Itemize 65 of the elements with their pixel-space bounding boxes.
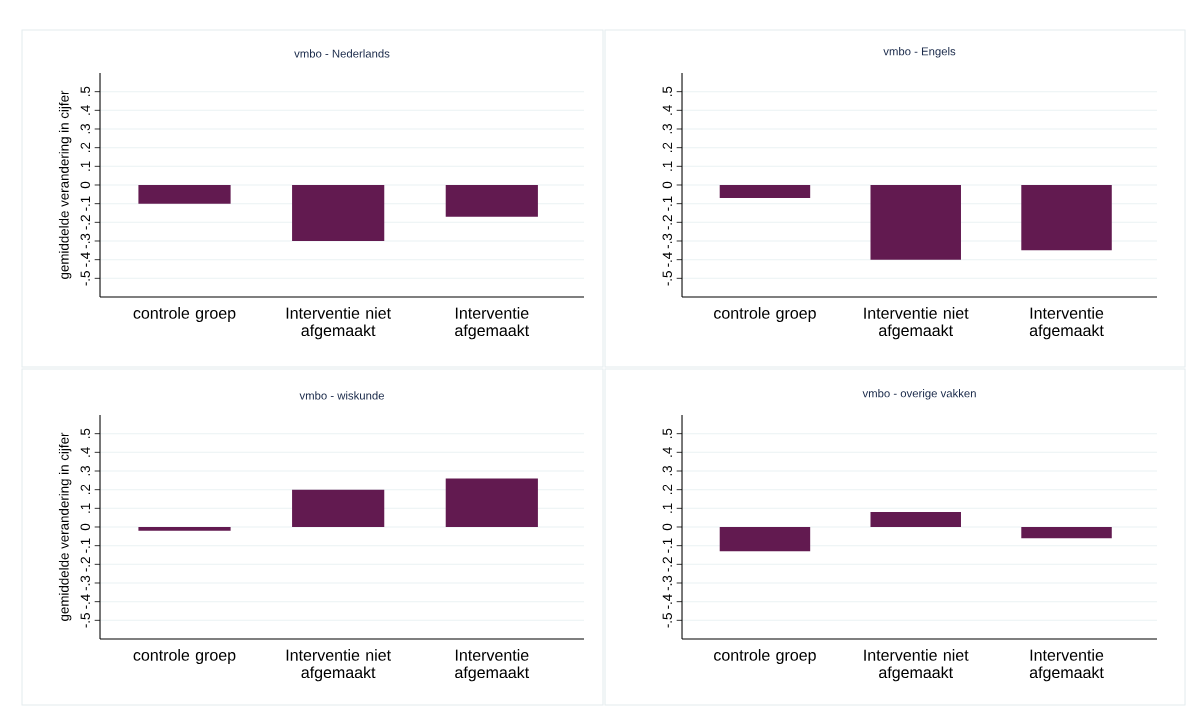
y-axis-title: gemiddelde verandering in cijfer — [58, 90, 72, 279]
y-tick-label: .5 — [80, 86, 90, 97]
y-tick-label: -.3 — [80, 233, 90, 249]
x-tick-label: Interventie niet afgemaakt — [864, 307, 969, 340]
y-tick-label: .1 — [662, 161, 672, 171]
x-tick-label: controle groep — [133, 307, 236, 322]
y-tick-label: .3 — [662, 466, 672, 476]
chart-title: vmbo - wiskunde — [299, 391, 384, 400]
y-tick-label: .5 — [662, 86, 672, 97]
x-tick-label: controle groep — [133, 649, 236, 664]
y-tick-label: -.1 — [80, 196, 90, 211]
y-tick-label: -.5 — [662, 613, 672, 628]
x-tick-label: Interventie niet afgemaakt — [864, 649, 969, 682]
x-tick-label: Interventie niet afgemaakt — [286, 649, 391, 682]
x-tick-label: controle groep — [714, 649, 816, 664]
y-tick-label: -.2 — [80, 557, 90, 572]
y-tick-label: -.4 — [80, 594, 90, 609]
chart-title: vmbo - Nederlands — [294, 49, 390, 58]
x-tick-label: controle groep — [714, 307, 816, 322]
y-tick-label: -.5 — [80, 271, 90, 286]
y-tick-label: .2 — [662, 484, 672, 495]
y-tick-label: -.4 — [80, 252, 90, 267]
y-tick-label: .4 — [80, 105, 90, 115]
x-tick-label: Interventie afgemaakt — [455, 649, 530, 682]
y-tick-label: .4 — [662, 105, 672, 115]
y-tick-label: -.3 — [80, 575, 90, 591]
y-tick-label: .2 — [80, 142, 90, 153]
x-tick-label: Interventie niet afgemaakt — [286, 307, 391, 340]
y-tick-label: -.2 — [80, 215, 90, 230]
y-tick-label: -.2 — [662, 557, 672, 572]
y-tick-label: -.3 — [662, 575, 672, 591]
y-tick-label: .1 — [80, 503, 90, 513]
y-tick-label: .3 — [80, 466, 90, 476]
y-tick-label: 0 — [80, 523, 90, 531]
y-tick-label: .2 — [662, 142, 672, 153]
y-tick-label: .3 — [662, 124, 672, 134]
y-tick-label: -.4 — [662, 252, 672, 267]
bar — [292, 489, 385, 527]
chart-title: vmbo - overige vakken — [862, 389, 976, 400]
y-tick-label: .3 — [80, 124, 90, 134]
y-tick-label: -.1 — [662, 196, 672, 211]
bar — [138, 527, 231, 531]
y-tick-label: 0 — [662, 523, 672, 531]
y-tick-label: -.3 — [662, 233, 672, 249]
chart-title: vmbo - Engels — [883, 47, 956, 58]
y-tick-label: -.1 — [662, 538, 672, 553]
y-tick-label: .5 — [80, 428, 90, 439]
y-tick-label: 0 — [662, 181, 672, 189]
y-tick-label: .4 — [662, 447, 672, 457]
y-tick-label: 0 — [80, 181, 90, 189]
y-tick-label: .2 — [80, 484, 90, 495]
y-tick-label: -.5 — [80, 613, 90, 628]
bar — [445, 478, 538, 527]
y-tick-label: -.1 — [80, 538, 90, 553]
y-tick-label: -.5 — [662, 271, 672, 286]
x-tick-label: Interventie afgemaakt — [1029, 307, 1104, 340]
y-tick-label: .4 — [80, 447, 90, 457]
y-tick-label: -.2 — [662, 215, 672, 230]
y-tick-label: .1 — [80, 161, 90, 171]
y-tick-label: .1 — [662, 503, 672, 513]
y-tick-label: .5 — [662, 428, 672, 439]
x-tick-label: Interventie afgemaakt — [455, 307, 530, 340]
y-tick-label: -.4 — [662, 594, 672, 609]
x-tick-label: Interventie afgemaakt — [1029, 649, 1104, 682]
y-axis-title: gemiddelde verandering in cijfer — [58, 432, 72, 621]
